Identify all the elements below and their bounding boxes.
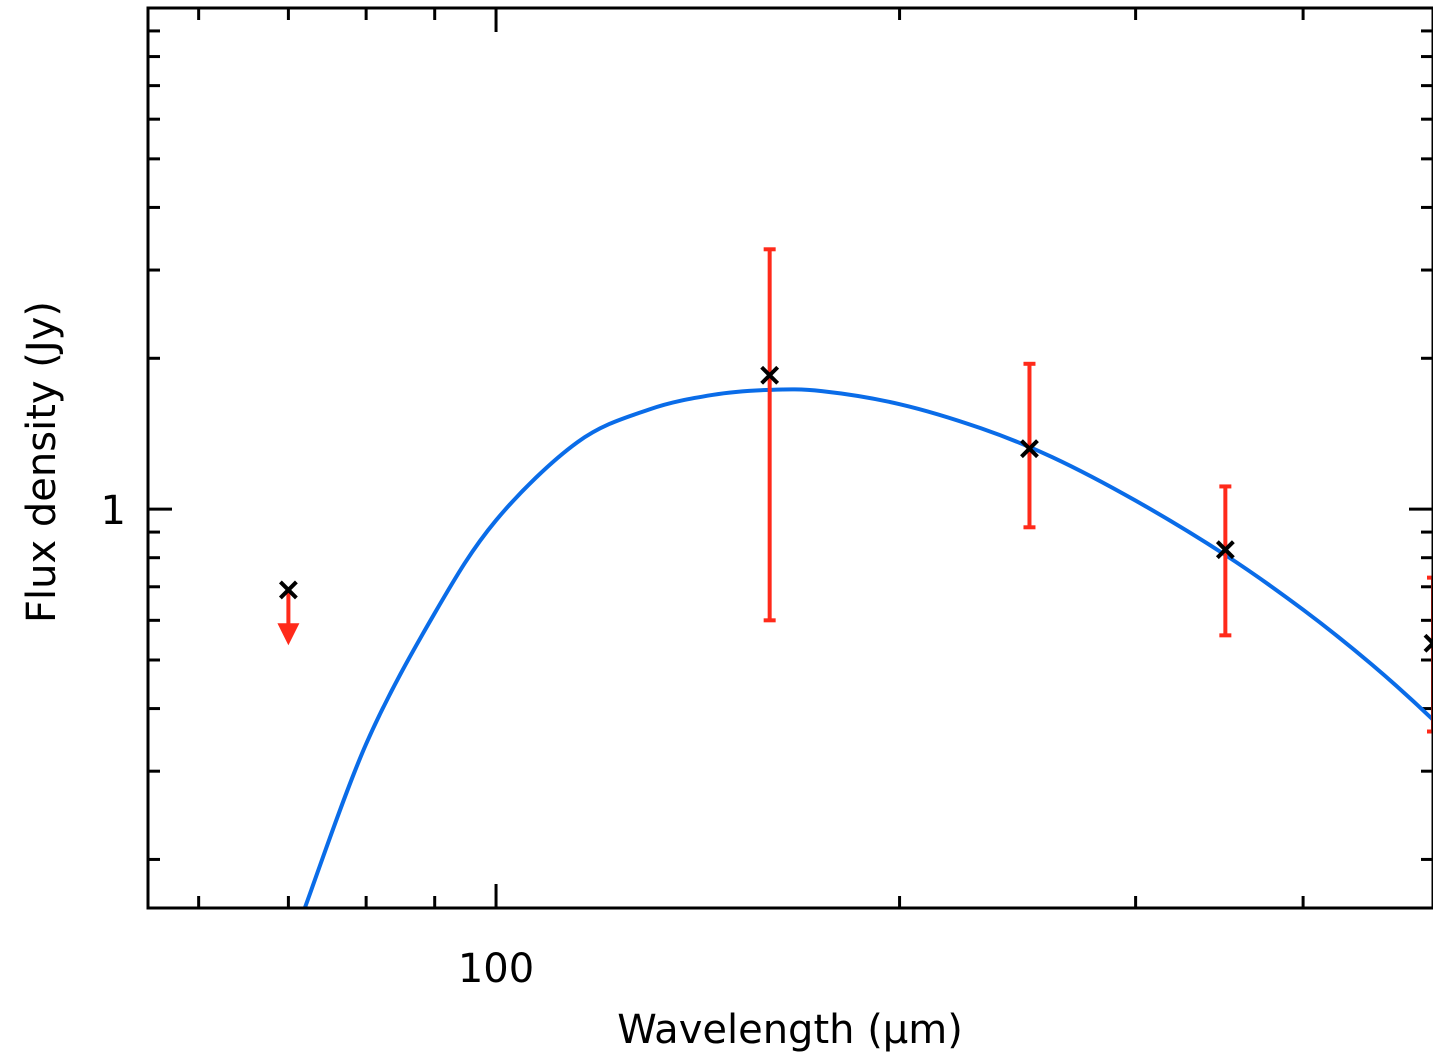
upper-limit-arrow [277,623,300,646]
data-point [1215,540,1235,560]
upper-limit-point [278,580,298,600]
x-axis-label: Wavelength (μm) [617,1007,963,1053]
y-axis-label: Flux density (Jy) [19,301,65,623]
y-tick-label: 1 [101,488,126,534]
plot-frame [146,6,1433,910]
tick-labels-layer: 100 1 [101,488,535,992]
ticks-layer [148,8,1433,908]
data-point [1020,439,1039,459]
data-point [760,365,780,385]
error-bars-layer [277,247,1433,734]
model-curve [302,387,1433,908]
model-curve-layer [302,387,1433,908]
data-point [1423,633,1433,653]
x-tick-label: 100 [458,946,534,992]
markers-layer [278,365,1433,653]
